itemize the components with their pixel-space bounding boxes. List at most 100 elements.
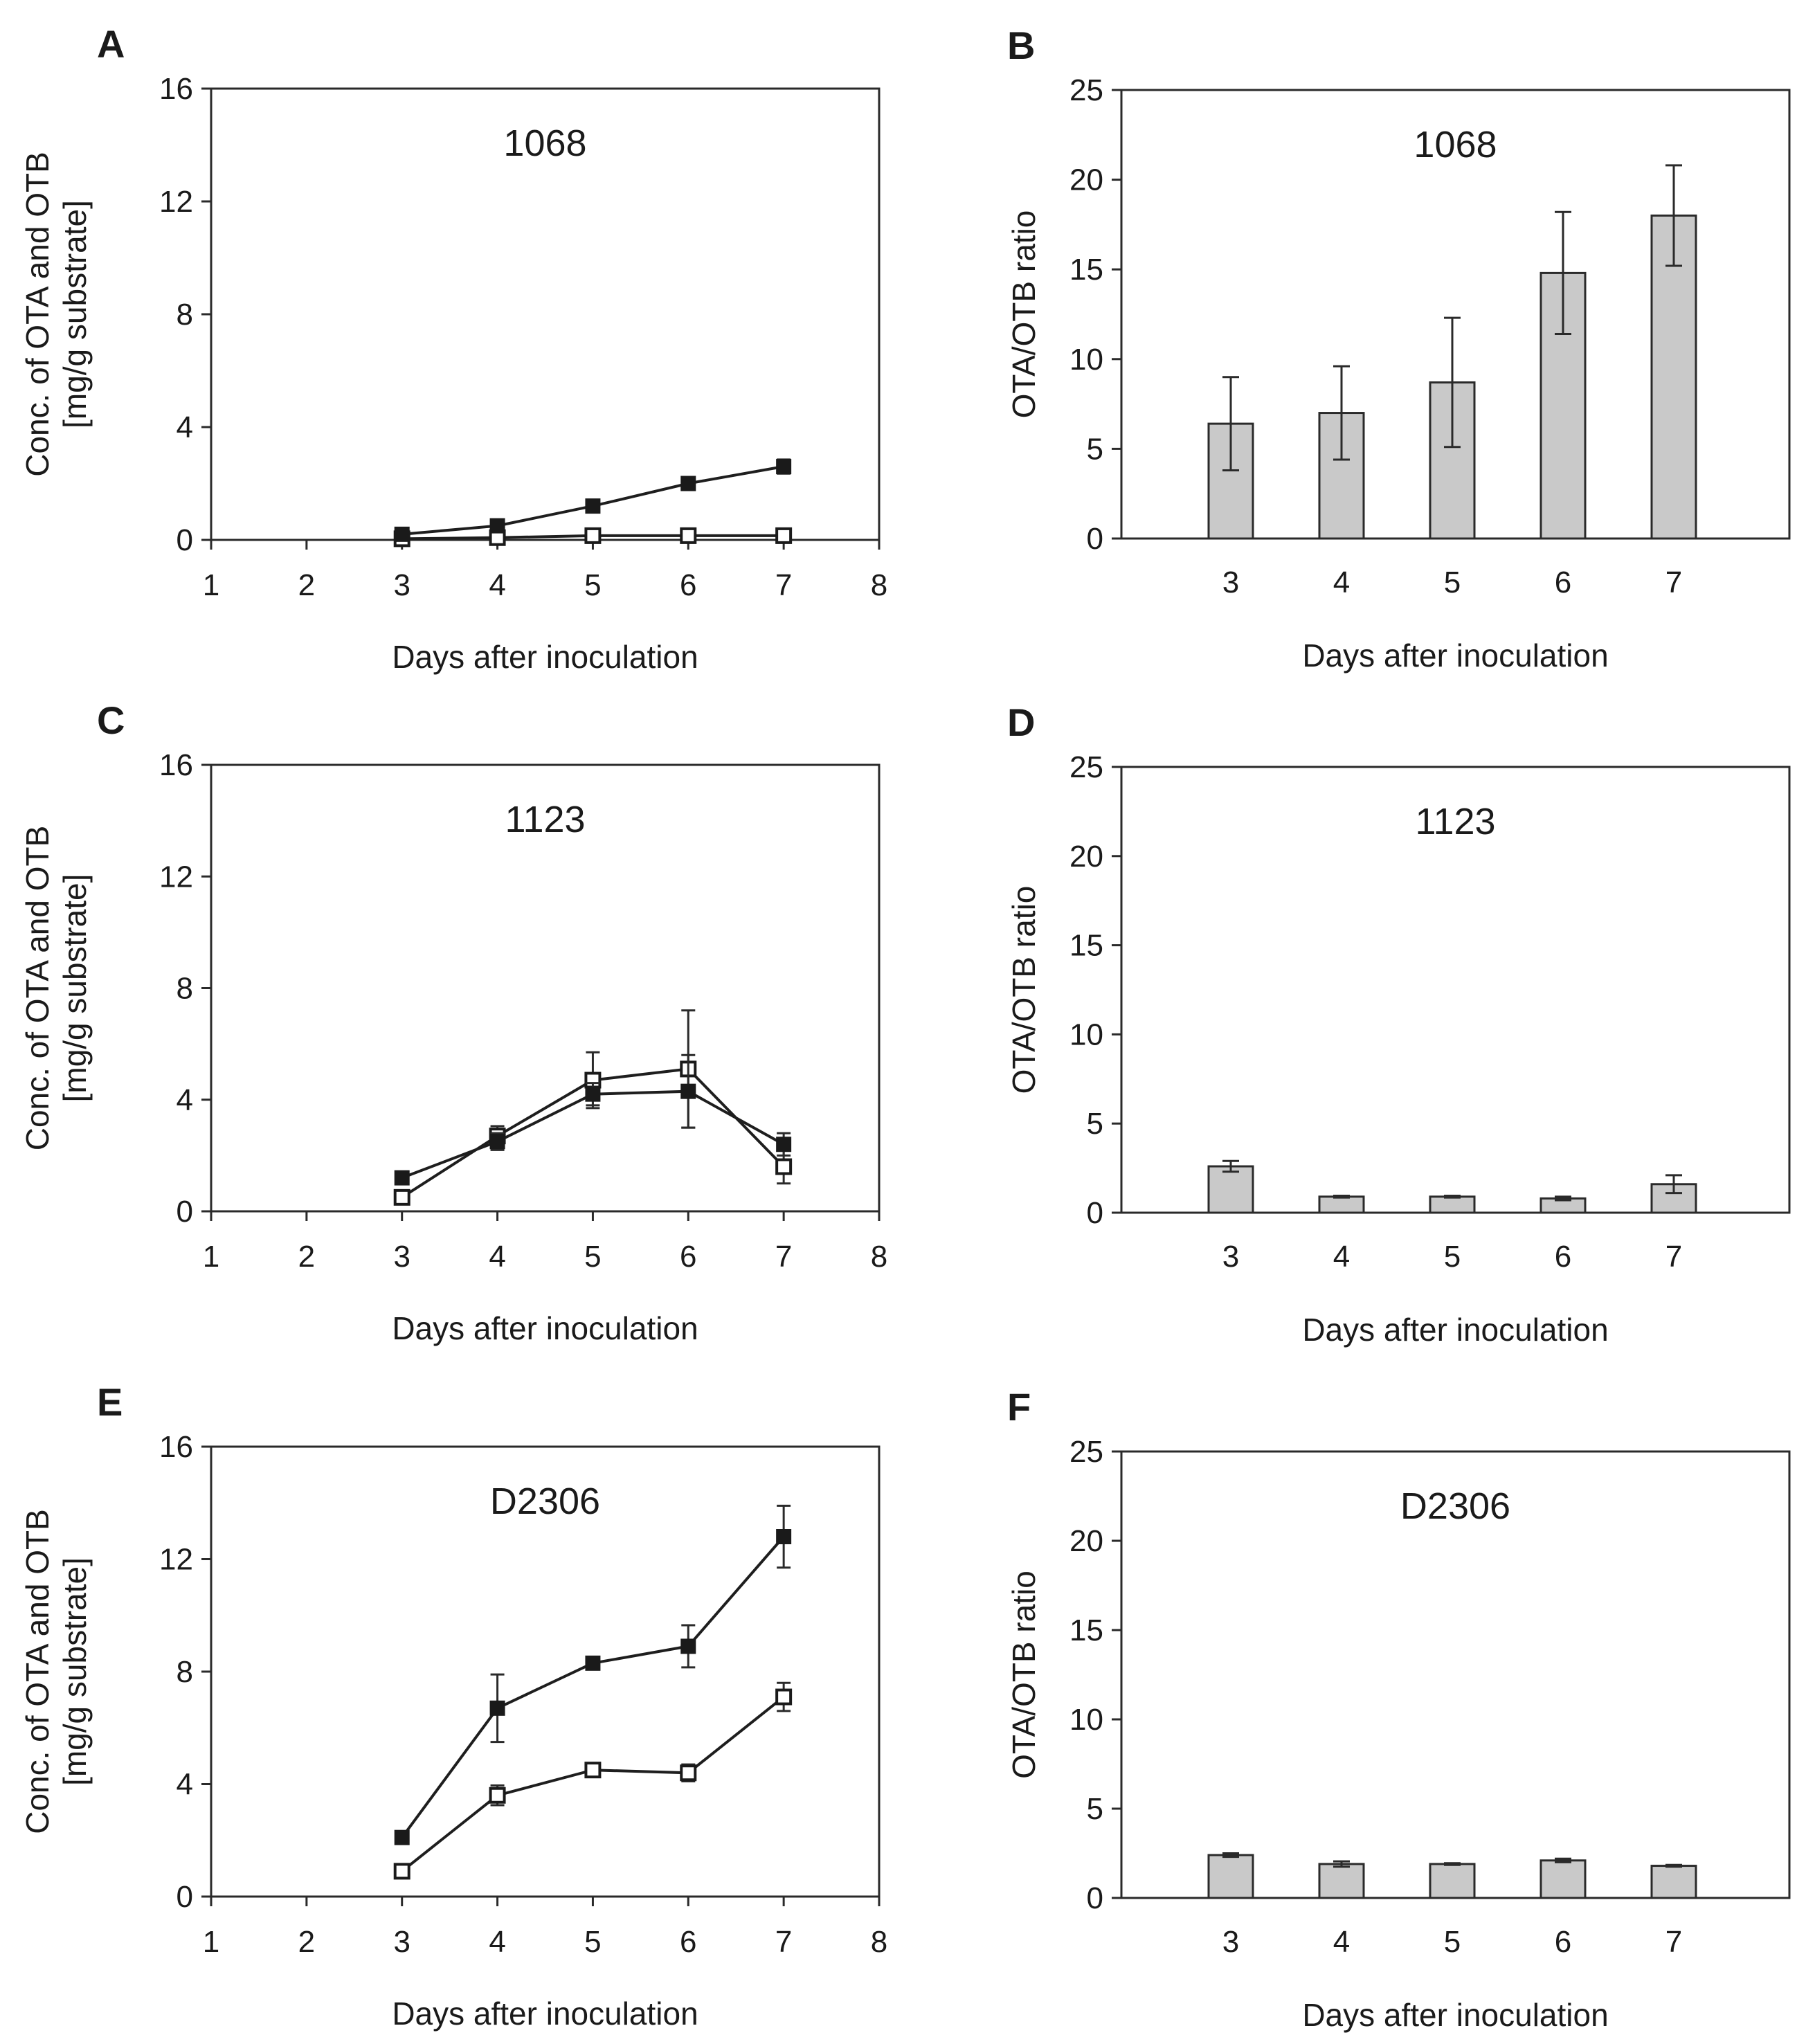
data-point [680,1083,696,1099]
series-ota [394,458,792,542]
series-line [401,1696,785,1872]
y-tick-label: 8 [177,1655,193,1689]
x-axis-title: Days after inoculation [392,1996,698,2032]
x-tick-label: 8 [871,1240,887,1274]
x-tick-label: 8 [871,1925,887,1959]
x-tick-label: 1 [203,568,219,602]
bar [1318,1863,1365,1899]
y-axis-title: OTA/OTB ratio [1006,210,1042,419]
y-tick-label: 20 [1069,1524,1103,1558]
x-tick-label: 4 [489,568,505,602]
y-tick-label: 5 [1087,1792,1103,1826]
bar [1207,422,1254,540]
data-point [585,1655,601,1671]
y-tick-label: 25 [1069,1435,1103,1469]
x-tick-label: 6 [1555,1240,1571,1274]
data-point [393,1188,410,1206]
x-tick-label: 1 [203,1925,219,1959]
y-tick-label: 5 [1087,432,1103,466]
strain-label: D2306 [1400,1485,1510,1527]
panel-b: B 1068 0 5 10 15 20 25 Days after inoculation OTA… [1006,24,1791,673]
series-ota [394,1053,792,1186]
x-tick-label: 6 [680,568,696,602]
y-tick-label: 4 [177,410,193,444]
x-tick-label: 2 [298,1925,315,1959]
panel-letter: A [97,22,125,66]
x-axis-title: Days after inoculation [392,639,698,675]
bar [1207,1165,1254,1214]
panel-d: D 1123 0 5 10 15 20 25 Days after inoculation OTA… [1006,700,1791,1348]
x-axis-title: Days after inoculation [1302,1312,1608,1348]
x-tick-label: 4 [489,1240,505,1274]
data-point [585,498,601,514]
series-otb [393,1681,793,1880]
x-tick-label: 4 [1333,566,1350,599]
y-tick-label: 15 [1069,929,1103,963]
y-tick-label: 16 [159,72,193,106]
data-point [394,1829,410,1845]
data-point [776,1529,792,1544]
data-point [584,1762,602,1779]
data-point [775,527,793,544]
panel-letter: D [1007,700,1035,744]
y-axis-title-line: [mg/g substrate] [57,874,93,1103]
x-tick-label: 5 [1444,1240,1461,1274]
strain-label: 1068 [503,123,586,164]
x-tick-label: 7 [775,1925,792,1959]
x-tick-label: 7 [1665,566,1682,599]
bar [1539,1859,1587,1899]
x-tick-label: 7 [1665,1240,1682,1274]
x-tick-label: 5 [584,1925,601,1959]
y-tick-label: 15 [1069,253,1103,287]
y-axis-title: Conc. of OTA and OTB[mg/g substrate] [19,1509,93,1834]
y-tick-label: 12 [159,185,193,219]
x-tick-label: 3 [1222,1925,1239,1959]
y-tick-label: 20 [1069,163,1103,197]
y-tick-label: 16 [159,748,193,782]
x-tick-label: 3 [1222,566,1239,599]
series-ota [394,1504,792,1845]
data-point [489,518,505,534]
x-tick-label: 7 [775,568,792,602]
x-tick-label: 1 [203,1240,219,1274]
y-tick-label: 25 [1069,73,1103,107]
y-tick-label: 0 [177,523,193,557]
strain-label: 1123 [505,799,585,840]
y-tick-label: 8 [177,298,193,332]
x-tick-label: 3 [393,1240,410,1274]
data-point [680,1638,696,1654]
strain-label: 1068 [1414,124,1497,165]
y-tick-label: 4 [177,1768,193,1802]
x-tick-label: 6 [680,1240,696,1274]
x-tick-label: 3 [1222,1240,1239,1274]
data-point [585,1086,601,1102]
y-tick-label: 0 [1087,522,1103,556]
y-tick-label: 20 [1069,840,1103,874]
x-tick-label: 7 [1665,1925,1682,1959]
data-point [489,1700,505,1716]
data-point [489,1787,506,1804]
y-tick-label: 8 [177,972,193,1006]
y-tick-label: 25 [1069,750,1103,784]
strain-label: D2306 [490,1481,600,1522]
data-point [680,476,696,491]
data-point [680,527,697,544]
x-tick-label: 4 [1333,1240,1350,1274]
y-axis-title: OTA/OTB ratio [1006,886,1042,1094]
x-axis-title: Days after inoculation [392,1310,698,1346]
strain-label: 1123 [1415,801,1495,842]
y-axis-title: Conc. of OTA and OTB[mg/g substrate] [19,826,93,1151]
y-tick-label: 12 [159,1543,193,1577]
x-axis-title: Days after inoculation [1302,637,1608,673]
bar [1207,1854,1254,1899]
x-tick-label: 3 [393,1925,410,1959]
data-point [776,1137,792,1152]
y-tick-label: 10 [1069,1018,1103,1051]
y-axis-title-line: [mg/g substrate] [57,1557,93,1786]
panel-letter: E [97,1380,123,1424]
x-tick-label: 6 [680,1925,696,1959]
